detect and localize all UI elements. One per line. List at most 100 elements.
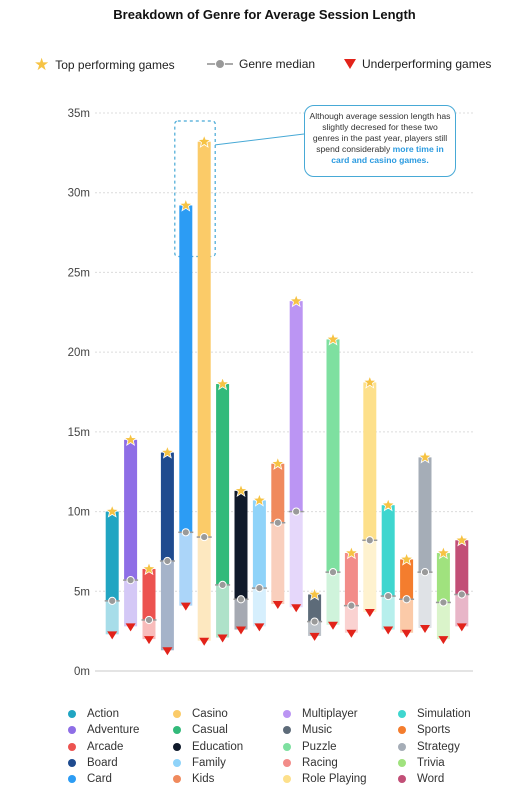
y-tick-label: 20m xyxy=(68,347,90,359)
legend-label: Simulation xyxy=(417,708,471,720)
annotation-highlight: more time in card and casino games. xyxy=(331,144,444,165)
bar-upper xyxy=(179,205,193,533)
legend-swatch xyxy=(398,775,406,784)
bar-lower xyxy=(160,560,174,651)
bar-upper xyxy=(400,559,414,600)
legend-label: Strategy xyxy=(417,740,460,753)
bar-lower xyxy=(234,599,248,630)
triangle-marker xyxy=(236,626,246,635)
bar-upper xyxy=(105,511,119,601)
triangle-marker xyxy=(272,601,283,610)
legend-item-trivia: Trivia xyxy=(398,755,445,771)
top-legend: ★ Top performing games Genre median Unde… xyxy=(0,55,529,77)
triangle-marker xyxy=(254,623,265,632)
median-dot xyxy=(255,583,264,593)
triangle-marker xyxy=(291,604,302,613)
legend-item-casino: Casino xyxy=(173,706,228,722)
bar-upper xyxy=(142,568,156,620)
legend-swatch xyxy=(283,742,291,751)
legend-label: Trivia xyxy=(417,756,445,769)
bar-lower xyxy=(124,580,138,627)
bar-upper xyxy=(363,382,377,541)
legend-item-music: Music xyxy=(283,722,332,738)
median-dot xyxy=(384,591,393,601)
bar-upper xyxy=(216,384,230,585)
bar-upper xyxy=(252,500,266,589)
star-marker xyxy=(215,376,230,391)
legend-item-action: Action xyxy=(68,706,119,722)
triangle-marker xyxy=(346,629,357,638)
median-dot xyxy=(181,528,190,537)
highlight-box xyxy=(174,120,216,258)
chart-title: Breakdown of Genre for Average Session L… xyxy=(113,7,416,22)
triangle-marker xyxy=(401,629,412,638)
bar-lower xyxy=(308,621,322,636)
bar-lower xyxy=(105,600,119,635)
star-marker xyxy=(362,374,378,389)
legend-label: Family xyxy=(192,756,226,769)
legend-item-role-playing: Role Playing xyxy=(283,771,367,787)
star-icon: ★ xyxy=(34,55,50,74)
bar-upper xyxy=(455,540,469,595)
y-tick-label: 15m xyxy=(68,427,90,439)
y-tick-label: 25m xyxy=(68,267,90,279)
star-marker xyxy=(178,197,194,212)
star-marker xyxy=(123,432,138,446)
legend-item-board: Board xyxy=(68,755,118,771)
y-tick-label: 10m xyxy=(68,507,90,519)
median-dot xyxy=(402,595,411,604)
legend-swatch xyxy=(173,758,181,767)
legend-label: Arcade xyxy=(87,740,124,753)
star-marker xyxy=(233,483,249,497)
legend-underperforming: Underperforming games xyxy=(344,57,491,71)
star-marker xyxy=(104,503,120,518)
median-dot xyxy=(236,595,246,604)
legend-top-performing: ★ Top performing games xyxy=(34,55,175,74)
legend-item-multiplayer: Multiplayer xyxy=(283,706,358,722)
legend-label: Card xyxy=(87,773,112,786)
legend-item-adventure: Adventure xyxy=(68,722,139,738)
bar-upper xyxy=(381,505,395,597)
median-dot xyxy=(365,536,374,545)
legend-label: Word xyxy=(417,773,445,786)
legend-label: Board xyxy=(87,756,118,769)
triangle-marker xyxy=(456,623,467,632)
legend-label: Action xyxy=(87,708,119,720)
legend-item-kids: Kids xyxy=(173,771,214,787)
median-dot xyxy=(144,615,154,625)
star-marker xyxy=(454,532,470,547)
triangle-marker xyxy=(144,636,154,645)
triangle-marker xyxy=(217,634,228,643)
bar-lower xyxy=(271,522,285,605)
triangle-marker xyxy=(328,621,338,630)
bar-lower xyxy=(455,594,469,627)
legend-label: Adventure xyxy=(87,724,140,737)
bar-upper xyxy=(124,439,138,581)
legend-item-family: Family xyxy=(173,755,226,771)
star-marker xyxy=(252,492,267,507)
legend-label: Casino xyxy=(192,708,228,720)
bar-lower xyxy=(400,599,414,633)
legend-item-education: Education xyxy=(173,739,243,755)
bar-lower xyxy=(363,540,377,613)
median-marker-icon xyxy=(207,59,233,69)
median-dot xyxy=(439,598,448,607)
bar-lower xyxy=(344,605,358,633)
bar-upper xyxy=(326,339,340,573)
legend-swatch xyxy=(173,710,181,718)
legend-swatch xyxy=(68,726,76,735)
legend-swatch xyxy=(398,710,406,718)
legend-swatch xyxy=(283,775,291,784)
median-dot xyxy=(218,580,227,590)
bar-upper xyxy=(308,594,322,622)
bar-upper xyxy=(289,301,303,512)
legend-item-sports: Sports xyxy=(398,722,450,738)
legend-label: Education xyxy=(192,740,244,753)
median-dot xyxy=(108,596,117,605)
median-dot xyxy=(292,507,301,516)
bar-upper xyxy=(234,490,248,600)
y-tick-label: 0m xyxy=(74,666,90,678)
median-dot xyxy=(347,601,356,610)
bar-lower xyxy=(179,532,193,606)
